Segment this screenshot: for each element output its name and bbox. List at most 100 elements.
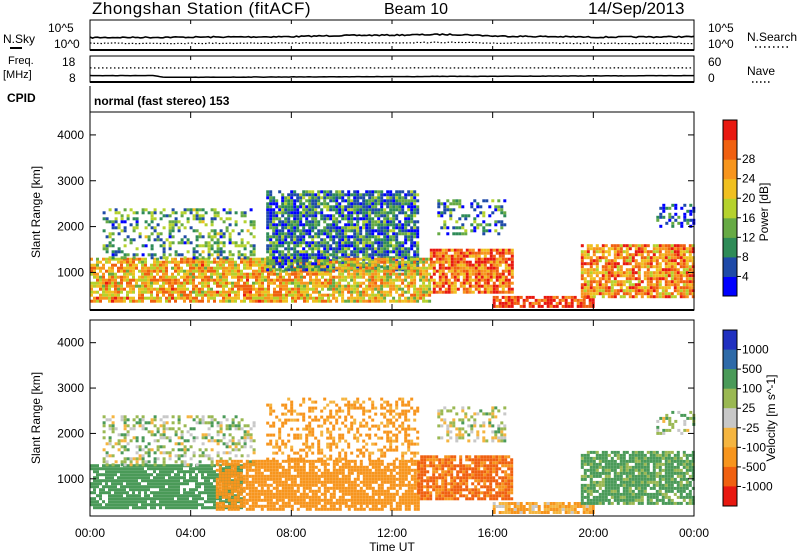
heatmap-cell [222, 272, 225, 276]
heatmap-cell [480, 257, 484, 261]
heatmap-cell [314, 262, 318, 266]
heatmap-cell [210, 272, 213, 276]
heatmap-cell [480, 290, 484, 294]
heatmap-cell [573, 295, 577, 299]
heatmap-cell [688, 250, 692, 254]
heatmap-cell [96, 485, 99, 489]
heatmap-cell [222, 220, 226, 224]
heatmap-cell [213, 260, 216, 264]
heatmap-cell [377, 217, 381, 221]
heatmap-cell [317, 220, 321, 224]
heatmap-cell [120, 506, 123, 510]
heatmap-cell [159, 275, 162, 279]
heatmap-cell [377, 229, 381, 233]
heatmap-cell [266, 268, 270, 272]
heatmap-cell [290, 235, 294, 239]
heatmap-cell [284, 241, 288, 245]
heatmap-cell [504, 260, 508, 264]
heatmap-cell [183, 226, 187, 230]
heatmap-cell [368, 220, 372, 224]
heatmap-cell [432, 269, 436, 273]
heatmap-cell [489, 257, 493, 261]
heatmap-cell [105, 460, 109, 464]
heatmap-cell [477, 251, 481, 255]
heatmap-cell [410, 259, 414, 263]
heatmap-cell [186, 506, 189, 510]
heatmap-cell [658, 262, 662, 266]
heatmap-cell [513, 301, 517, 305]
heatmap-cell [297, 290, 300, 294]
heatmap-cell [284, 220, 288, 224]
heatmap-cell [147, 482, 150, 486]
heatmap-cell [186, 494, 189, 498]
heatmap-cell [416, 211, 420, 215]
heatmap-cell [359, 241, 363, 245]
heatmap-cell [141, 208, 145, 212]
heatmap-cell [317, 253, 321, 257]
heatmap-cell [462, 260, 466, 264]
heatmap-cell [350, 199, 354, 203]
heatmap-cell [682, 286, 686, 290]
heatmap-cell [338, 238, 342, 242]
heatmap-cell [432, 260, 436, 264]
heatmap-cell [114, 491, 117, 495]
heatmap-cell [350, 296, 354, 300]
heatmap-cell [165, 467, 168, 471]
heatmap-cell [374, 253, 378, 257]
heatmap-cell [416, 253, 420, 257]
heatmap-cell [288, 278, 291, 282]
heatmap-cell [147, 253, 151, 257]
heatmap-cell [228, 266, 231, 270]
heatmap-cell [398, 265, 402, 269]
heatmap-cell [335, 266, 339, 270]
heatmap-cell [308, 244, 312, 248]
heatmap-cell [234, 260, 237, 264]
heatmap-cell [296, 211, 300, 215]
heatmap-cell [507, 287, 511, 291]
heatmap-cell [174, 260, 177, 264]
heatmap-cell [117, 293, 120, 297]
heatmap-cell [413, 250, 417, 254]
heatmap-cell [619, 280, 623, 284]
heatmap-cell [309, 260, 312, 264]
heatmap-cell [198, 485, 201, 489]
heatmap-cell [492, 281, 496, 285]
heatmap-cell [447, 257, 451, 261]
heatmap-cell [649, 259, 653, 263]
heatmap-cell [177, 284, 180, 288]
heatmap-cell [492, 257, 496, 261]
heatmap-cell [183, 275, 186, 279]
heatmap-cell [359, 299, 363, 303]
heatmap-cell [341, 193, 345, 197]
heatmap-cell [90, 497, 93, 501]
heatmap-cell [303, 287, 306, 291]
heatmap-cell [117, 223, 121, 227]
cpid-label: CPID [7, 91, 36, 105]
heatmap-cell [598, 256, 602, 260]
heatmap-cell [192, 275, 195, 279]
heatmap-cell [425, 275, 429, 279]
heatmap-cell [610, 286, 614, 290]
heatmap-cell [371, 229, 375, 233]
heatmap-cell [287, 214, 291, 218]
heatmap-cell [252, 253, 256, 257]
heatmap-cell [99, 281, 102, 285]
heatmap-cell [299, 259, 303, 263]
heatmap-cell [120, 488, 123, 492]
heatmap-cell [510, 266, 514, 270]
heatmap-cell [495, 269, 499, 273]
heatmap-cell [129, 476, 132, 480]
heatmap-cell [180, 497, 183, 501]
heatmap-cell [622, 250, 626, 254]
heatmap-cell [655, 265, 659, 269]
heatmap-cell [195, 238, 199, 242]
heatmap-cell [311, 193, 315, 197]
heatmap-cell [658, 292, 662, 296]
heatmap-cell [365, 263, 369, 267]
heatmap-cell [156, 430, 160, 434]
heatmap-cell [114, 263, 117, 267]
heatmap-cell [258, 299, 261, 303]
heatmap-cell [228, 232, 232, 236]
heatmap-cell [201, 497, 204, 501]
heatmap-cell [312, 287, 315, 291]
